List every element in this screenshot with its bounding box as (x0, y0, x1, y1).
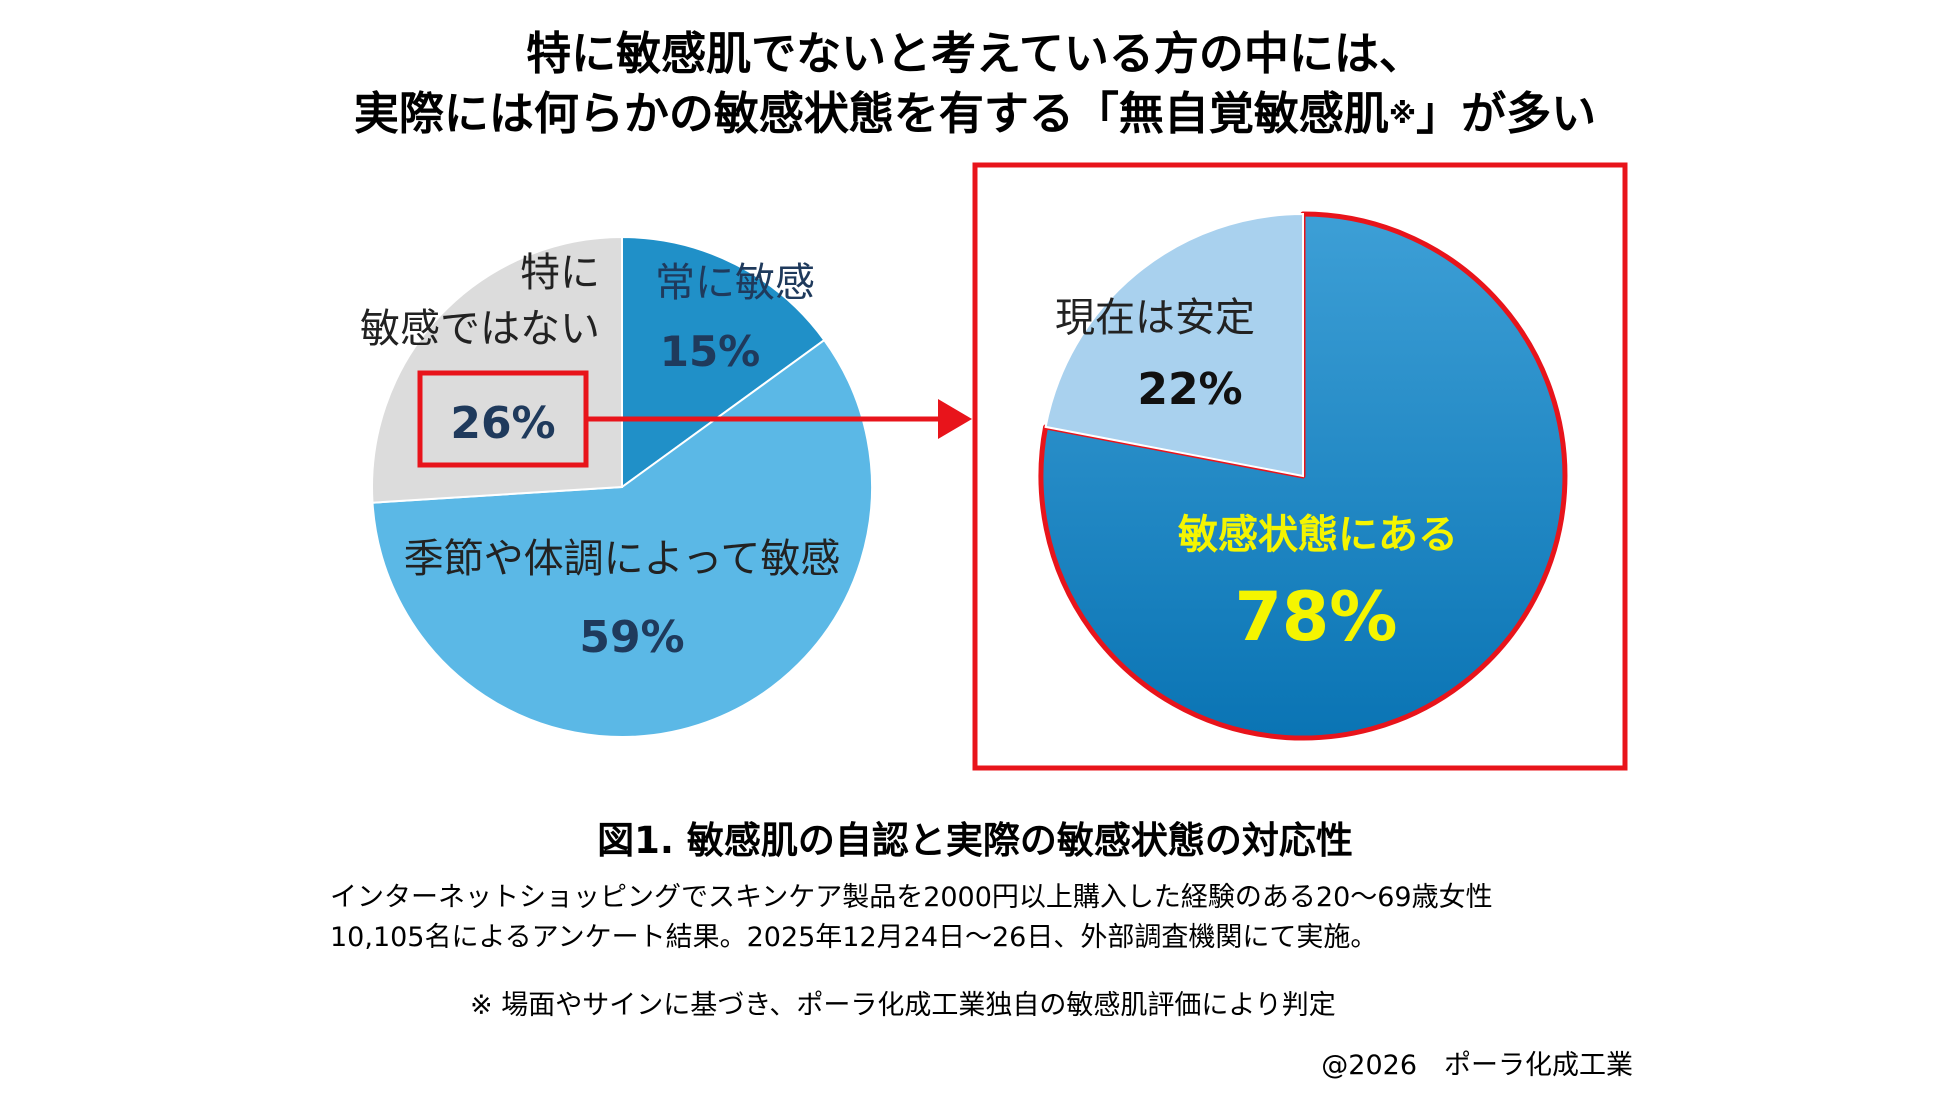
survey-note-line1: インターネットショッピングでスキンケア製品を2000円以上購入した経験のある20… (330, 882, 1493, 913)
label-not-sensitive-line2: 敏感ではない (360, 306, 600, 352)
pie-slice-not-sensitive (371, 235, 623, 504)
pie-slice-always-sensitive (621, 235, 826, 489)
label-always-sensitive: 常に敏感 (655, 260, 815, 306)
title-footnote-mark: ※ (1388, 97, 1417, 130)
label-stable: 現在は安定 (1055, 295, 1255, 341)
value-sensitive-state: 78% (1235, 578, 1398, 657)
pie-slice-seasonal-sensitive (371, 338, 874, 738)
title-end-text: 」が多い (1416, 87, 1597, 140)
connector-arrow (586, 399, 972, 439)
label-sensitive-state: 敏感状態にある (1178, 512, 1458, 558)
arrow-head (938, 399, 972, 439)
value-always-sensitive: 15% (660, 327, 761, 376)
highlight-frame-breakdown (972, 162, 1628, 771)
label-seasonal-sensitive: 季節や体調によって敏感 (404, 536, 841, 582)
value-seasonal-sensitive: 59% (579, 612, 684, 663)
pie-slice-stable (1044, 212, 1304, 478)
figure-caption: 図1. 敏感肌の自認と実際の敏感状態の対応性 (597, 819, 1353, 862)
chart-title-line1: 特に敏感肌でないと考えている方の中には、 (526, 27, 1424, 80)
label-not-sensitive-line1: 特に (520, 250, 600, 296)
value-stable: 22% (1137, 364, 1242, 415)
footnote-definition: ※ 場面やサインに基づき、ポーラ化成工業独自の敏感肌評価により判定 (470, 990, 1336, 1021)
pie-chart-actual-state (1038, 211, 1568, 741)
value-not-sensitive: 26% (450, 398, 555, 449)
title-main-text: 実際には何らかの敏感状態を有する「無自覚敏感肌 (353, 87, 1389, 140)
survey-note-line2: 10,105名によるアンケート結果。2025年12月24日～26日、外部調査機関… (330, 922, 1378, 953)
copyright-notice: @2026 ポーラ化成工業 (1321, 1050, 1633, 1081)
chart-title-line2: 実際には何らかの敏感状態を有する「無自覚敏感肌※」が多い (0, 84, 1950, 144)
pie-chart-self-perception (371, 235, 874, 738)
pie-slice-sensitive-state (1038, 211, 1568, 741)
